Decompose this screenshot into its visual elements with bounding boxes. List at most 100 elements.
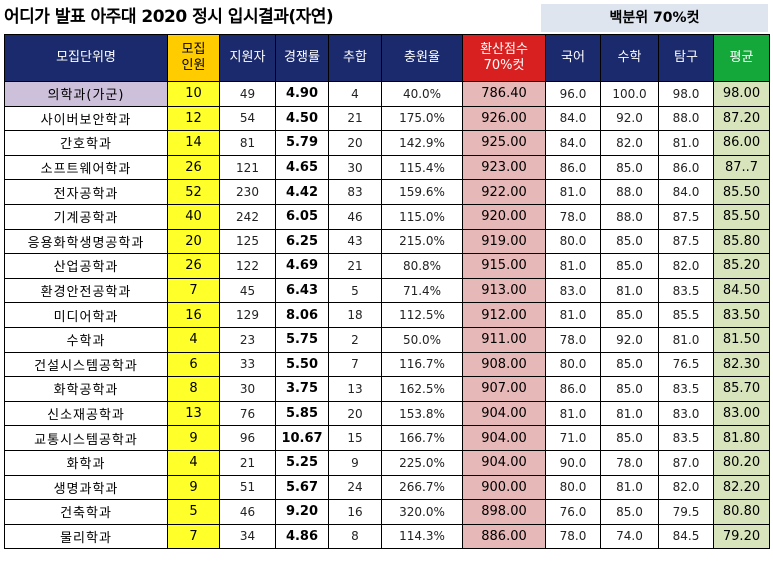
cell-applicants: 125 (219, 228, 276, 255)
cell-average: 85.70 (713, 376, 770, 402)
cell-math: 85.0 (600, 499, 659, 525)
cell-additional: 20 (328, 130, 382, 156)
cell-name: 건축학과 (4, 499, 168, 525)
table-row: 사이버보안학과 12 54 4.50 21 175.0% 926.00 84.0 92.0 88.… (4, 105, 770, 132)
cell-fill-rate: 320.0% (381, 499, 463, 525)
cell-additional: 21 (328, 253, 382, 279)
cell-inquiry: 86.0 (658, 154, 714, 181)
cell-additional: 9 (328, 449, 382, 476)
admission-results-table: 모집단위명 모집 인원 지원자 경쟁률 추합 충원율 환산점수 70%컷 국어 수학… (4, 34, 770, 550)
cell-ratio: 4.86 (275, 523, 329, 550)
cell-korean: 81.0 (545, 179, 601, 205)
cell-quota: 16 (167, 302, 220, 328)
cell-applicants: 81 (219, 130, 276, 156)
cell-applicants: 45 (219, 277, 276, 304)
cell-math: 92.0 (600, 105, 659, 132)
cell-ratio: 5.25 (275, 449, 329, 476)
cell-inquiry: 81.0 (658, 130, 714, 156)
cell-additional: 21 (328, 105, 382, 132)
cell-name: 소프트웨어학과 (4, 154, 168, 181)
header-korean: 국어 (545, 34, 601, 82)
table-body: 의학과(가군) 10 49 4.90 4 40.0% 786.40 96.0 100.0 98.0… (4, 81, 770, 550)
header-quota: 모집 인원 (167, 34, 220, 82)
cell-ratio: 4.65 (275, 154, 329, 181)
cell-score: 907.00 (462, 376, 546, 402)
cell-fill-rate: 116.7% (381, 351, 463, 378)
cell-quota: 20 (167, 228, 220, 255)
cell-math: 85.0 (600, 154, 659, 181)
cell-additional: 8 (328, 523, 382, 550)
cell-average: 98.00 (713, 81, 770, 107)
cell-score: 898.00 (462, 499, 546, 525)
cell-score: 923.00 (462, 154, 546, 181)
cell-applicants: 34 (219, 523, 276, 550)
cell-math: 88.0 (600, 179, 659, 205)
cell-applicants: 49 (219, 81, 276, 107)
cell-score: 786.40 (462, 81, 546, 107)
cell-name: 화학과 (4, 449, 168, 476)
cell-fill-rate: 40.0% (381, 81, 463, 107)
cell-korean: 84.0 (545, 130, 601, 156)
cell-ratio: 4.90 (275, 81, 329, 107)
cell-quota: 7 (167, 277, 220, 304)
cell-score: 912.00 (462, 302, 546, 328)
cell-ratio: 9.20 (275, 499, 329, 525)
cell-score: 920.00 (462, 203, 546, 230)
cell-korean: 78.0 (545, 523, 601, 550)
cell-korean: 71.0 (545, 425, 601, 451)
cell-average: 85.50 (713, 203, 770, 230)
cell-ratio: 4.50 (275, 105, 329, 132)
cell-quota: 8 (167, 376, 220, 402)
cell-ratio: 6.05 (275, 203, 329, 230)
table-row: 간호학과 14 81 5.79 20 142.9% 925.00 84.0 82.0 81.0 86… (4, 130, 770, 156)
cell-korean: 80.0 (545, 228, 601, 255)
cell-average: 82.20 (713, 474, 770, 501)
cell-score: 922.00 (462, 179, 546, 205)
cell-additional: 2 (328, 326, 382, 353)
table-row: 미디어학과 16 129 8.06 18 112.5% 912.00 81.0 85.0 85.5… (4, 302, 770, 328)
cell-name: 산업공학과 (4, 253, 168, 279)
cell-inquiry: 88.0 (658, 105, 714, 132)
cell-name: 의학과(가군) (4, 81, 168, 107)
cell-math: 85.0 (600, 253, 659, 279)
header-fill-rate: 충원율 (381, 34, 463, 82)
cell-korean: 96.0 (545, 81, 601, 107)
cell-additional: 20 (328, 400, 382, 427)
cell-inquiry: 83.0 (658, 400, 714, 427)
cell-quota: 4 (167, 326, 220, 353)
cell-fill-rate: 115.4% (381, 154, 463, 181)
table-row: 응용화학생명공학과 20 125 6.25 43 215.0% 919.00 80.0 85.0… (4, 228, 770, 255)
page-title: 어디가 발표 아주대 2020 정시 입시결과(자연) (4, 7, 334, 27)
cell-fill-rate: 166.7% (381, 425, 463, 451)
cell-math: 82.0 (600, 130, 659, 156)
cell-ratio: 5.79 (275, 130, 329, 156)
table-row: 화학공학과 8 30 3.75 13 162.5% 907.00 86.0 85.0 83.5 85… (4, 376, 770, 402)
cell-korean: 80.0 (545, 351, 601, 378)
cell-fill-rate: 175.0% (381, 105, 463, 132)
cell-math: 85.0 (600, 425, 659, 451)
cell-applicants: 129 (219, 302, 276, 328)
cell-additional: 43 (328, 228, 382, 255)
cell-fill-rate: 115.0% (381, 203, 463, 230)
cell-average: 82.30 (713, 351, 770, 378)
header-row: 모집단위명 모집 인원 지원자 경쟁률 추합 충원율 환산점수 70%컷 국어 수학… (4, 34, 770, 82)
cell-math: 81.0 (600, 277, 659, 304)
cell-math: 85.0 (600, 351, 659, 378)
cell-fill-rate: 153.8% (381, 400, 463, 427)
cell-math: 85.0 (600, 228, 659, 255)
cell-average: 80.80 (713, 499, 770, 525)
table-row: 기계공학과 40 242 6.05 46 115.0% 920.00 78.0 88.0 87.5… (4, 203, 770, 230)
cell-score: 904.00 (462, 425, 546, 451)
cell-average: 81.50 (713, 326, 770, 353)
cell-additional: 30 (328, 154, 382, 181)
cell-inquiry: 76.5 (658, 351, 714, 378)
cell-ratio: 8.06 (275, 302, 329, 328)
table-row: 화학과 4 21 5.25 9 225.0% 904.00 90.0 78.0 87.0 80.20 (4, 449, 770, 476)
cell-applicants: 242 (219, 203, 276, 230)
cell-name: 미디어학과 (4, 302, 168, 328)
cell-inquiry: 87.0 (658, 449, 714, 476)
cell-score: 886.00 (462, 523, 546, 550)
cell-additional: 4 (328, 81, 382, 107)
cell-math: 78.0 (600, 449, 659, 476)
cell-average: 85.80 (713, 228, 770, 255)
